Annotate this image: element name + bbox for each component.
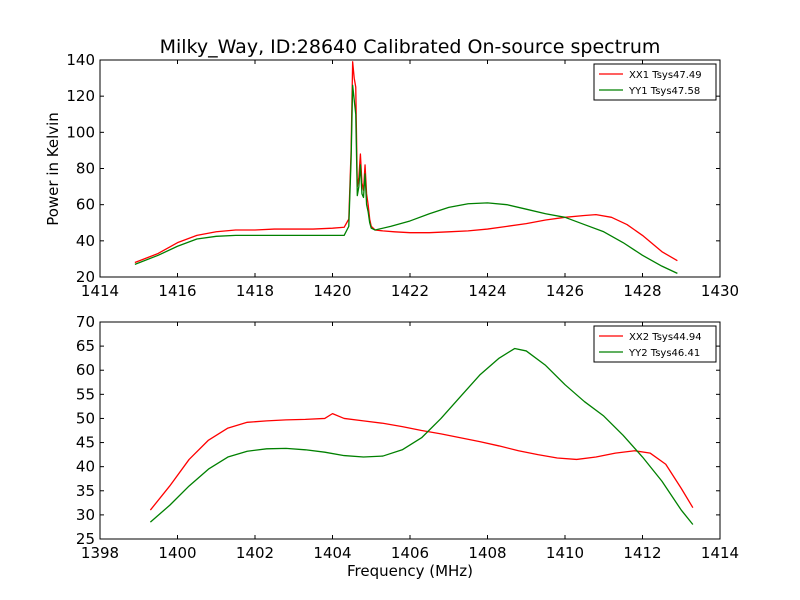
- y-tick-label: 60: [76, 361, 95, 379]
- x-tick-label: 1402: [236, 544, 274, 562]
- y-tick-label: 55: [76, 385, 95, 403]
- x-tick-label: 1426: [546, 282, 584, 300]
- x-tick-label: 1416: [158, 282, 196, 300]
- subplot-2: 1398 1400 1402 1404 1406 1408 1410 1412 1414 25 30…: [76, 313, 739, 562]
- x-tick-label: 1398: [81, 544, 119, 562]
- y-tick-label: 40: [76, 232, 95, 250]
- subplot-1: 1414 1416 1418 1420 1422 1424 1426 1428 1430 20 40…: [66, 51, 739, 300]
- y-tick-label: 20: [76, 268, 95, 286]
- y-tick-label: 45: [76, 434, 95, 452]
- x-tick-label: 1430: [701, 282, 739, 300]
- y-tick-label: 60: [76, 196, 95, 214]
- x-tick-label: 1410: [546, 544, 584, 562]
- x-tick-label: 1404: [313, 544, 351, 562]
- legend: XX2 Tsys44.94 YY2 Tsys46.41: [593, 325, 717, 363]
- y-tick-label: 65: [76, 337, 95, 355]
- x-tick-label: 1412: [623, 544, 661, 562]
- series-line-2: [134, 84, 678, 274]
- y-tick-label: 140: [66, 51, 95, 69]
- x-tick-label: 1406: [391, 544, 429, 562]
- x-tick-label: 1414: [701, 544, 739, 562]
- series-line-1: [149, 412, 694, 511]
- x-axis-label: Frequency (MHz): [347, 562, 473, 580]
- x-tick-label: 1420: [313, 282, 351, 300]
- y-tick-label: 30: [76, 506, 95, 524]
- plots: 1414 1416 1418 1420 1422 1424 1426 1428 1430 20 40…: [66, 51, 739, 562]
- legend: XX1 Tsys47.49 YY1 Tsys47.58: [593, 63, 717, 101]
- x-tick-label: 1408: [468, 544, 506, 562]
- y-tick-label: 100: [66, 123, 95, 141]
- y-tick-label: 120: [66, 87, 95, 105]
- x-tick-label: 1424: [468, 282, 506, 300]
- y-tick-label: 50: [76, 409, 95, 427]
- y-tick-label: 80: [76, 160, 95, 178]
- x-tick-label: 1428: [623, 282, 661, 300]
- y-tick-label: 35: [76, 482, 95, 500]
- x-tick-label: 1422: [391, 282, 429, 300]
- legend-label: XX1 Tsys47.49: [629, 70, 702, 81]
- legend-label: YY1 Tsys47.58: [628, 86, 700, 97]
- y-tick-label: 40: [76, 458, 95, 476]
- y-tick-label: 25: [76, 530, 95, 548]
- series-line-2: [149, 347, 694, 525]
- x-tick-label: 1414: [81, 282, 119, 300]
- x-tick-label: 1418: [236, 282, 274, 300]
- legend-box: [593, 325, 717, 363]
- y-tick-label: 70: [76, 313, 95, 331]
- y-axis-label: Power in Kelvin: [44, 112, 62, 226]
- chart-title: Milky_Way, ID:28640 Calibrated On-source…: [160, 36, 661, 58]
- legend-label: YY2 Tsys46.41: [628, 348, 700, 359]
- x-tick-label: 1400: [158, 544, 196, 562]
- legend-label: XX2 Tsys44.94: [629, 332, 702, 343]
- legend-box: [593, 63, 717, 101]
